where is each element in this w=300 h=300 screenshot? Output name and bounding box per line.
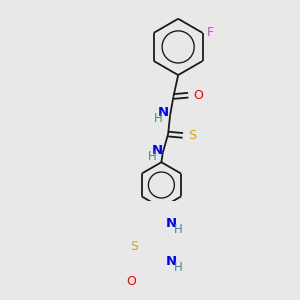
Text: N: N (166, 255, 177, 268)
Text: N: N (152, 144, 163, 157)
Text: O: O (127, 275, 136, 288)
Text: H: H (174, 224, 182, 236)
Text: S: S (188, 129, 196, 142)
Text: S: S (130, 240, 139, 253)
Text: N: N (166, 218, 177, 230)
Text: H: H (148, 150, 156, 164)
Text: F: F (207, 26, 214, 39)
Text: O: O (194, 89, 203, 102)
Text: H: H (174, 261, 182, 274)
Text: N: N (158, 106, 169, 119)
Text: H: H (154, 112, 162, 125)
